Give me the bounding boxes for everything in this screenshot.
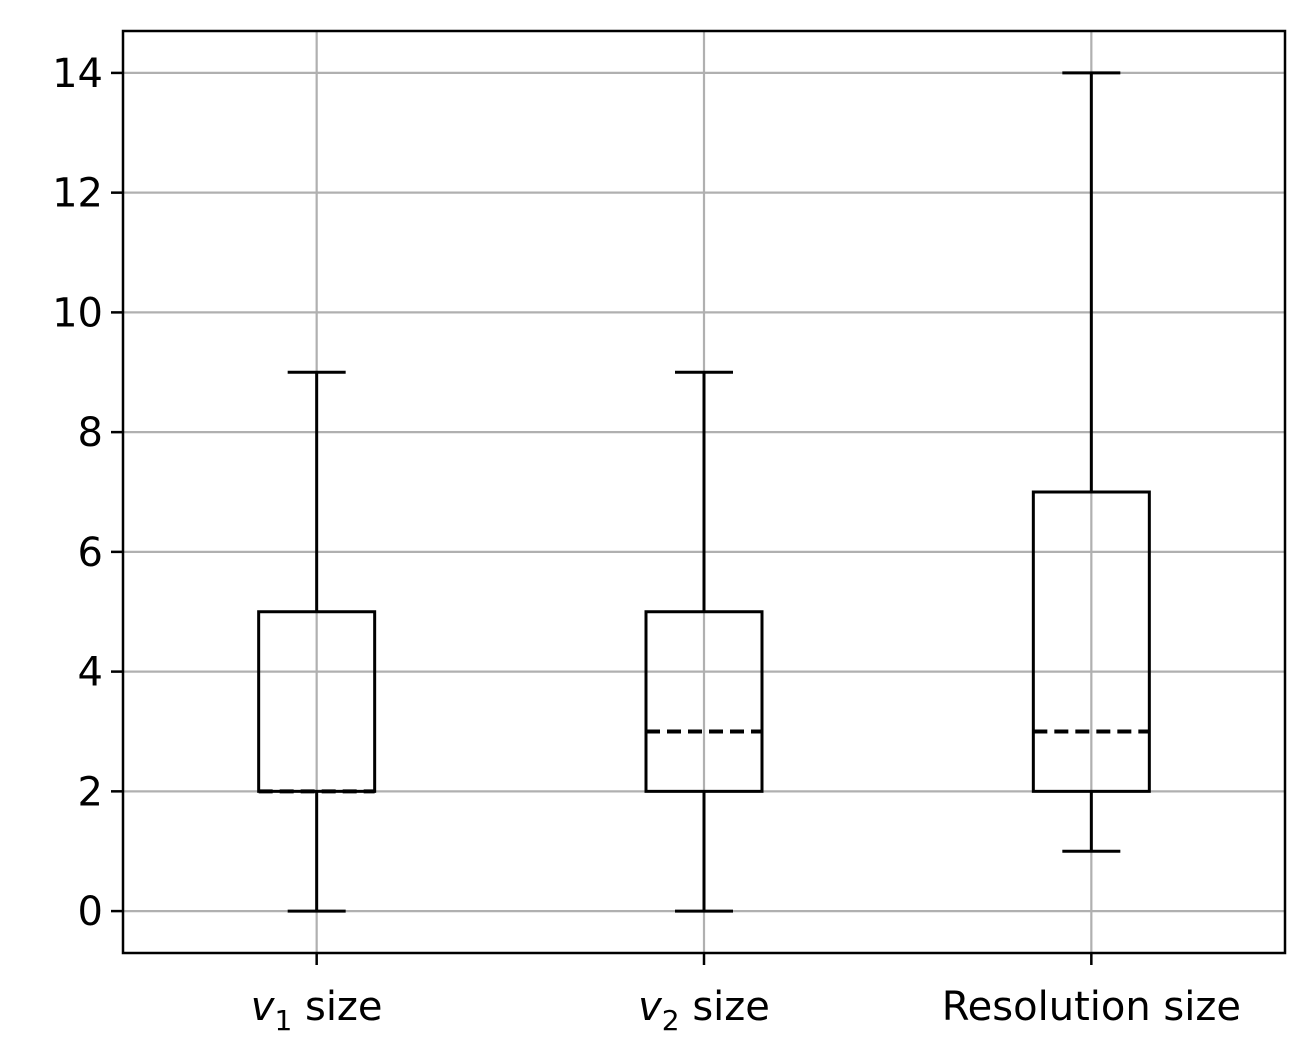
x-tick-label: v1 size (251, 984, 383, 1037)
x-tick-label: Resolution size (942, 984, 1241, 1030)
x-tick-label-variable: v (638, 984, 663, 1030)
y-tick-label: 12 (52, 171, 103, 217)
box-layer (257, 71, 1151, 913)
x-tick-label: v2 size (638, 984, 770, 1037)
x-tick-label-subscript: 1 (274, 1004, 292, 1037)
box-group (257, 370, 377, 913)
x-tick-label-text: size (680, 984, 770, 1030)
x-tick-label-text: Resolution size (942, 984, 1241, 1030)
y-tick-label: 8 (78, 410, 103, 456)
y-tick-label: 14 (52, 51, 103, 97)
y-tick-label: 10 (52, 290, 103, 336)
iqr-box (257, 610, 377, 793)
y-tick-label: 6 (78, 530, 103, 576)
iqr-box (1031, 490, 1151, 793)
x-tick-label-subscript: 2 (662, 1004, 680, 1037)
box-group (1031, 71, 1151, 853)
y-tick-label: 4 (78, 650, 103, 696)
x-tick-label-text: size (292, 984, 382, 1030)
box-group (644, 370, 764, 913)
iqr-box (644, 610, 764, 793)
y-tick-label: 2 (78, 769, 103, 815)
x-tick-label-variable: v (251, 984, 276, 1030)
y-tick-label: 0 (78, 889, 103, 935)
